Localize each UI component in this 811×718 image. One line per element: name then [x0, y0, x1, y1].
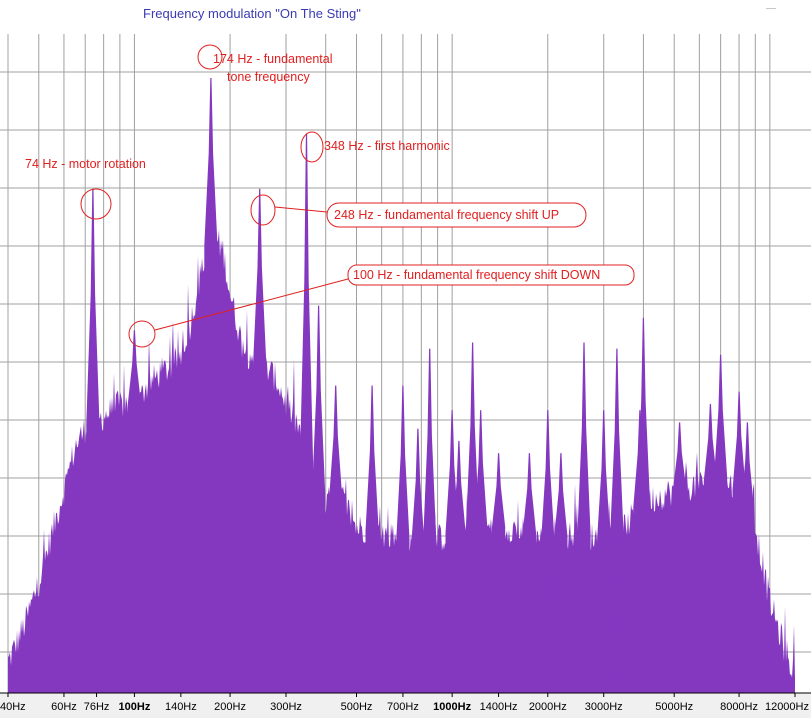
annotation-circle-harmonic	[300, 131, 324, 163]
spectrum-peak	[474, 410, 488, 693]
x-tick-label: 2000Hz	[529, 701, 567, 713]
annotation-circle-motor	[80, 188, 112, 220]
x-tick-label: 5000Hz	[655, 701, 693, 713]
x-tick-label: 60Hz	[51, 701, 77, 713]
annotation-circle-shift-down	[128, 320, 156, 348]
x-tick-label: 1400Hz	[480, 701, 518, 713]
x-tick-label: 200Hz	[214, 701, 246, 713]
spectrum-peaks	[86, 78, 755, 693]
x-tick-label: 300Hz	[270, 701, 302, 713]
annotation-text-shift-down: 100 Hz - fundamental frequency shift DOW…	[353, 268, 600, 282]
annotation-text-shift-up: 248 Hz - fundamental frequency shift UP	[334, 208, 559, 222]
spectrum-peak	[491, 453, 506, 693]
annotation-shift-up: 248 Hz - fundamental frequency shift UP	[250, 194, 587, 228]
annotation-motor-rotation: 74 Hz - motor rotation	[25, 157, 146, 220]
spectrum-peak	[253, 188, 267, 693]
spectrum-peak	[204, 78, 218, 693]
axis-background	[0, 693, 811, 718]
spectrum-peak	[522, 453, 536, 693]
x-tick-label: 40Hz	[0, 701, 26, 713]
x-tick-label: 700Hz	[387, 701, 419, 713]
annotation-text-fundamental: 174 Hz - fundamental	[213, 52, 333, 66]
x-tick-label: 100Hz	[119, 701, 151, 713]
spectrum-peak	[610, 348, 624, 693]
x-tick-label: 3000Hz	[585, 701, 623, 713]
spectrum-peak	[452, 440, 466, 693]
title-separator	[766, 8, 776, 9]
spectrum-peak	[299, 133, 314, 693]
annotation-connector-shift-down	[154, 278, 349, 331]
annotation-circle-shift-up	[250, 194, 276, 226]
annotation-text-harmonic: 348 Hz - first harmonic	[324, 139, 450, 153]
x-tick-label: 1000Hz	[433, 701, 471, 713]
window-title: Frequency modulation "On The Sting"	[143, 6, 361, 21]
x-axis-ticks: 40Hz 60Hz 76Hz 100Hz 140Hz 200Hz 300Hz 500Hz 700…	[0, 693, 809, 713]
spectrum-peak	[673, 422, 687, 693]
spectrum-peak	[714, 354, 728, 693]
spectrum-peak	[597, 410, 611, 693]
x-tick-label: 8000Hz	[720, 701, 758, 713]
spectrum-peak	[329, 385, 343, 693]
spectrum-peak	[740, 422, 755, 693]
annotation-first-harmonic: 348 Hz - first harmonic	[300, 131, 450, 163]
spectrum-peak	[423, 348, 437, 693]
spectrum-peak	[703, 403, 718, 693]
spectrum-peak	[312, 305, 326, 693]
annotation-connector-shift-up	[274, 206, 328, 213]
spectrum-peak	[411, 428, 425, 693]
spectrum-peak	[554, 453, 568, 693]
annotation-shift-down: 100 Hz - fundamental frequency shift DOW…	[128, 264, 635, 348]
spectrum-chart: 40Hz 60Hz 76Hz 100Hz 140Hz 200Hz 300Hz 500Hz 700…	[0, 34, 811, 718]
spectrum-peak	[577, 342, 591, 693]
window-titlebar: Frequency modulation "On The Sting"	[0, 0, 811, 34]
annotation-text-fundamental-line2: tone frequency	[227, 70, 310, 84]
annotation-box-shift-up	[326, 202, 587, 228]
spectrum-peak	[396, 385, 410, 693]
x-tick-label: 76Hz	[84, 701, 110, 713]
annotation-fundamental: 174 Hz - fundamental tone frequency	[197, 44, 333, 84]
annotation-text-motor: 74 Hz - motor rotation	[25, 157, 146, 171]
spectrum-peak	[636, 317, 651, 693]
spectrum-peak	[541, 410, 555, 693]
spectrum-peak	[365, 385, 379, 693]
spectrum-peak	[86, 188, 100, 693]
x-tick-label: 500Hz	[341, 701, 373, 713]
annotation-circle-fundamental	[197, 44, 223, 70]
x-tick-label: 140Hz	[165, 701, 197, 713]
annotation-box-shift-down	[347, 264, 635, 286]
x-tick-label: 12000Hz	[765, 701, 809, 713]
spectrum-peak	[127, 330, 142, 693]
